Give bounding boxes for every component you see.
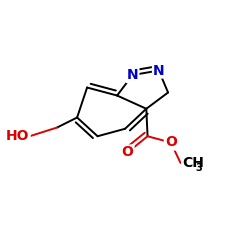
Text: O: O: [165, 136, 177, 149]
Text: N: N: [153, 64, 164, 78]
Text: CH: CH: [182, 156, 204, 170]
Text: HO: HO: [6, 129, 30, 143]
Text: O: O: [122, 146, 134, 160]
Text: N: N: [127, 68, 138, 82]
Text: 3: 3: [195, 164, 202, 173]
